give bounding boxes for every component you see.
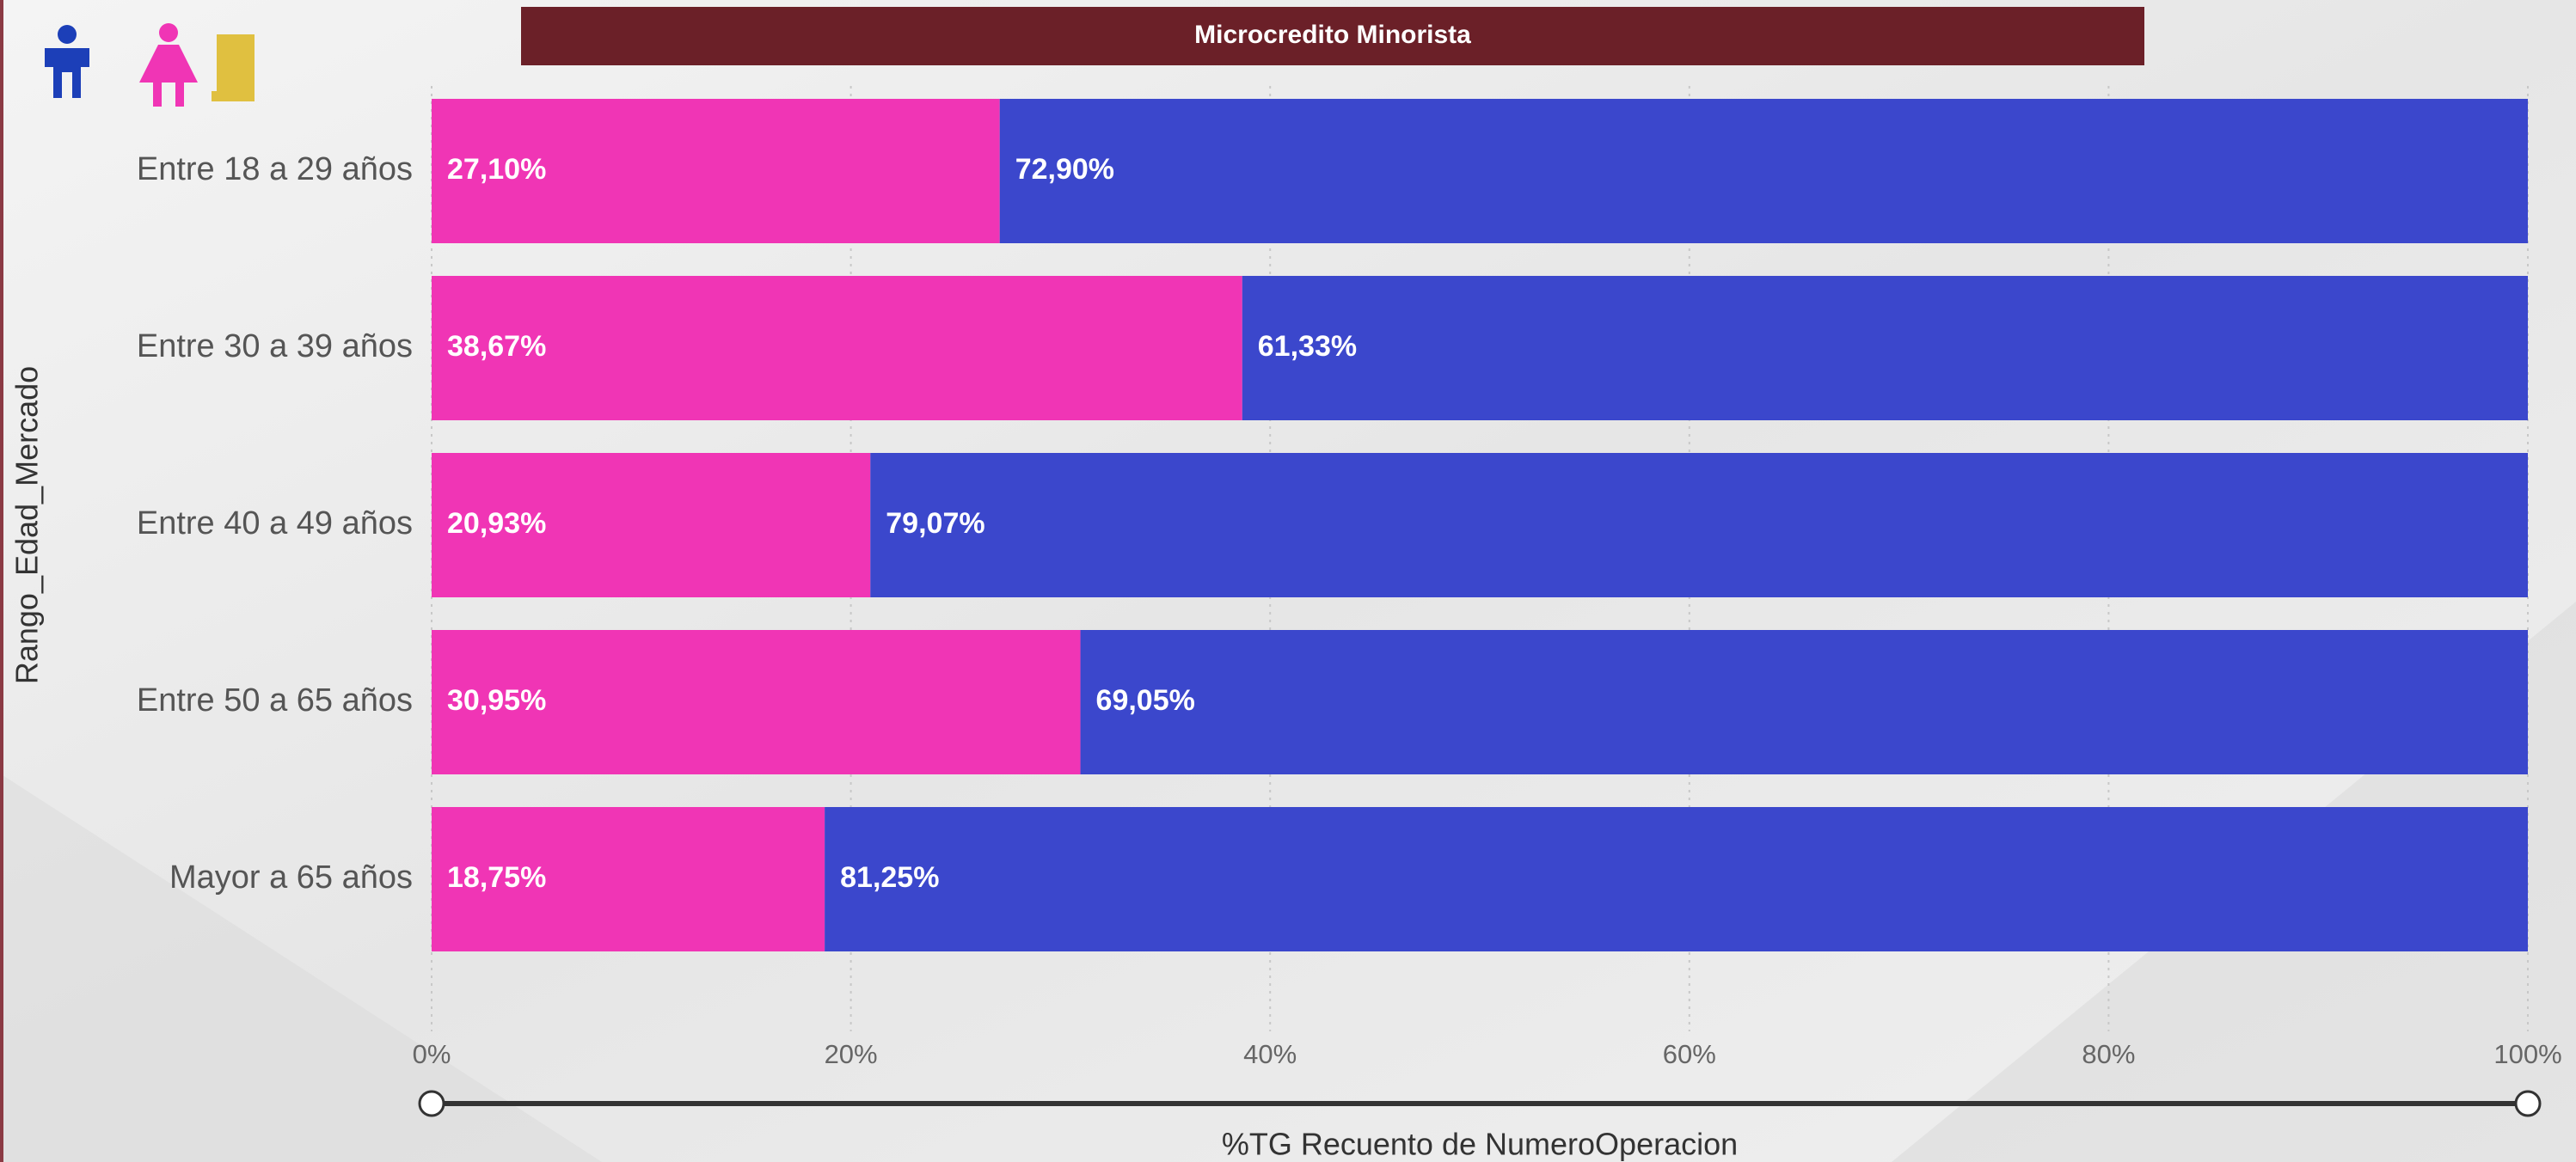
y-tick-label: Entre 40 a 49 años xyxy=(137,505,413,541)
data-label: 20,93% xyxy=(447,507,546,540)
slider-handle[interactable] xyxy=(2514,1090,2542,1117)
y-axis-title: Rango_Edad_Mercado xyxy=(9,366,45,684)
bar-segment xyxy=(432,453,871,597)
data-label: 38,67% xyxy=(447,330,546,363)
title-bar xyxy=(521,7,2144,65)
x-axis-title: %TG Recuento de NumeroOperacion xyxy=(1222,1127,1738,1162)
woman-icon-body xyxy=(139,45,198,107)
data-label: 79,07% xyxy=(886,507,984,540)
legend-icons xyxy=(45,23,255,107)
data-label: 27,10% xyxy=(447,153,546,186)
data-label: 61,33% xyxy=(1258,330,1357,363)
chart-title: Microcredito Minorista xyxy=(1194,21,1471,49)
data-label: 69,05% xyxy=(1096,684,1195,717)
man-icon-body xyxy=(45,48,89,98)
slider-handle[interactable] xyxy=(418,1090,445,1117)
bar-segment xyxy=(1080,630,2528,774)
x-tick-label: 20% xyxy=(825,1039,878,1069)
y-tick-label: Entre 18 a 29 años xyxy=(137,151,413,187)
woman-icon-head xyxy=(159,23,178,42)
bar-segment xyxy=(432,807,825,951)
x-tick-label: 60% xyxy=(1663,1039,1716,1069)
x-tick-label: 80% xyxy=(2082,1039,2135,1069)
x-tick-label: 0% xyxy=(413,1039,451,1069)
bar-segment xyxy=(432,276,1242,420)
y-tick-label: Entre 50 a 65 años xyxy=(137,682,413,719)
data-label: 72,90% xyxy=(1015,153,1114,186)
bar-segment xyxy=(825,807,2528,951)
data-label: 18,75% xyxy=(447,861,546,894)
bar-segment xyxy=(1242,276,2528,420)
bar-segment xyxy=(432,99,1000,243)
bar-segment xyxy=(999,99,2528,243)
bg-shape xyxy=(0,774,602,1162)
x-tick-label: 40% xyxy=(1243,1039,1297,1069)
y-tick-label: Entre 30 a 39 años xyxy=(137,328,413,364)
x-tick-label: 100% xyxy=(2493,1039,2561,1069)
gold-icon xyxy=(212,34,255,101)
bar-segment xyxy=(432,630,1081,774)
man-icon-head xyxy=(58,25,77,44)
bar-segment xyxy=(870,453,2528,597)
y-tick-label: Mayor a 65 años xyxy=(169,859,413,896)
data-label: 30,95% xyxy=(447,684,546,717)
data-label: 81,25% xyxy=(840,861,939,894)
